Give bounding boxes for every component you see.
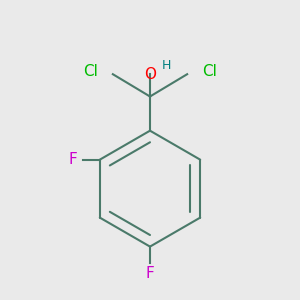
- Text: O: O: [144, 67, 156, 82]
- Text: Cl: Cl: [202, 64, 217, 79]
- Text: Cl: Cl: [83, 64, 98, 79]
- Text: F: F: [69, 152, 77, 167]
- Text: H: H: [162, 59, 171, 72]
- Text: F: F: [146, 266, 154, 281]
